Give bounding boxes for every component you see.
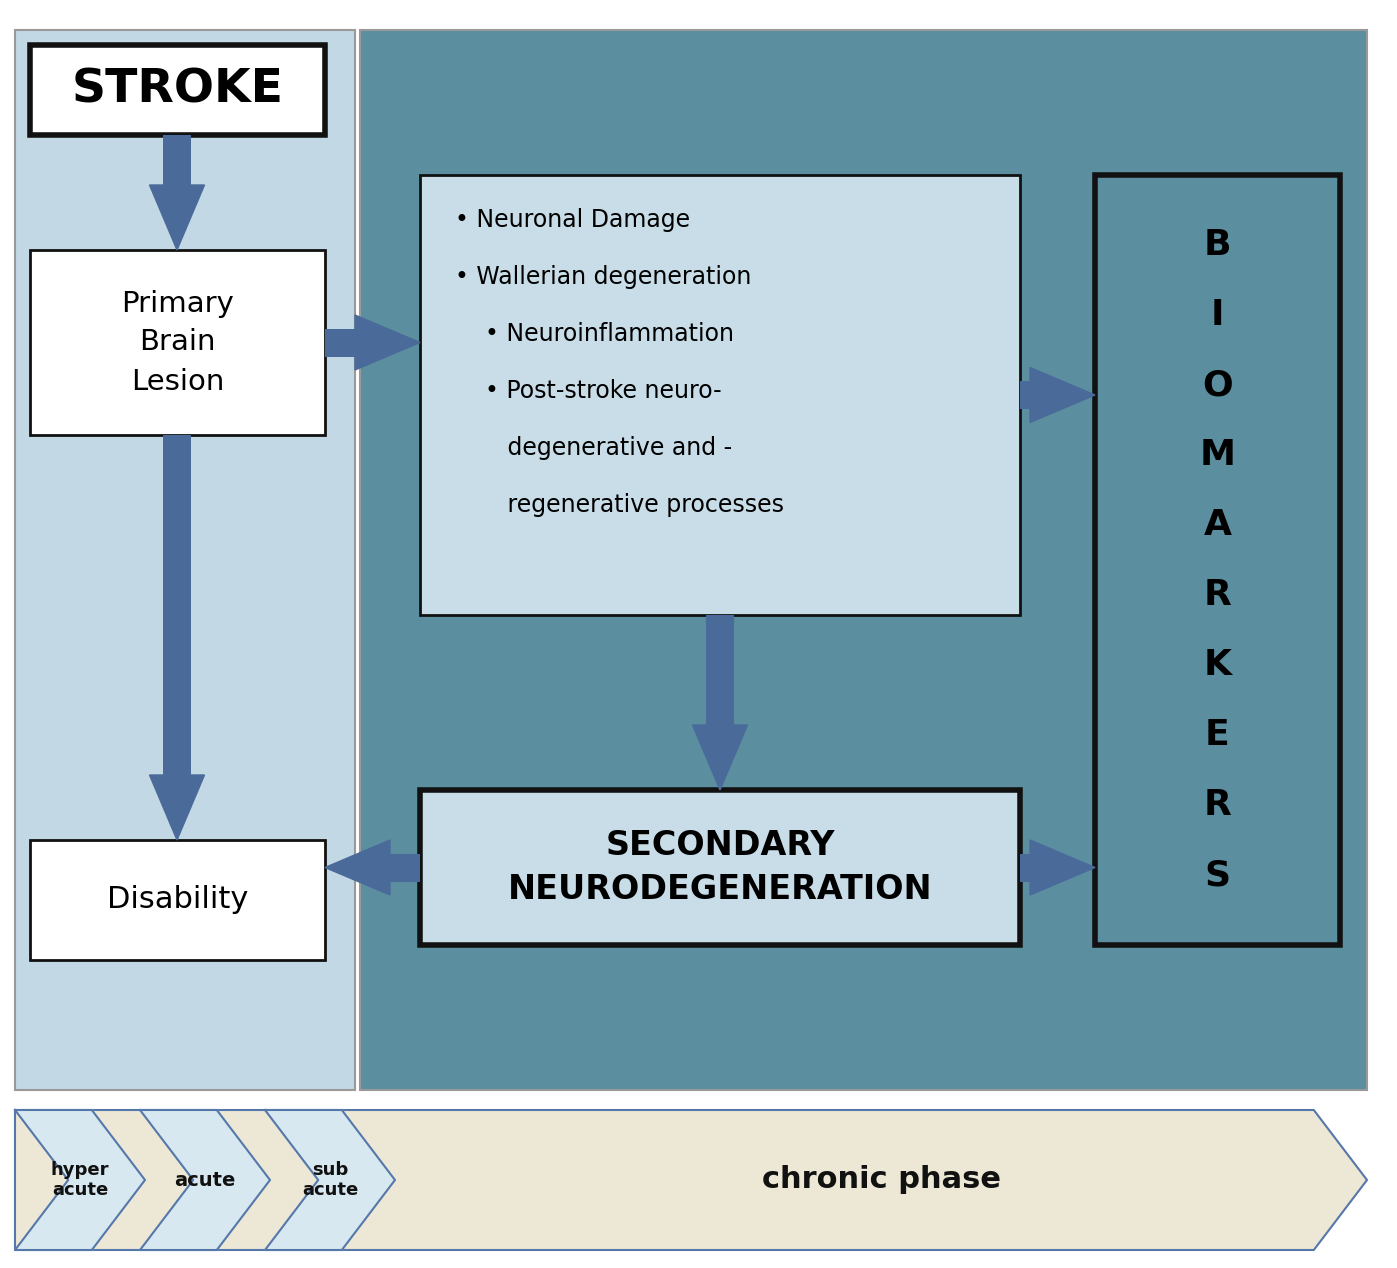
Bar	[705, 615, 733, 725]
Bar	[29, 44, 326, 134]
Polygon shape	[693, 725, 747, 790]
Bar	[390, 853, 420, 881]
Text: • Neuronal Damage: • Neuronal Damage	[455, 208, 690, 232]
Polygon shape	[326, 839, 390, 895]
Polygon shape	[1030, 368, 1095, 422]
Polygon shape	[140, 1110, 270, 1250]
Bar	[29, 250, 326, 435]
Bar	[15, 30, 355, 1090]
Bar	[420, 790, 1020, 945]
Text: STROKE: STROKE	[71, 67, 284, 113]
Bar	[163, 134, 191, 185]
Bar	[420, 175, 1020, 615]
Text: • Wallerian degeneration: • Wallerian degeneration	[455, 265, 752, 289]
Text: acute: acute	[175, 1170, 236, 1189]
Text: M: M	[1200, 437, 1235, 472]
Polygon shape	[149, 185, 204, 250]
Bar	[29, 839, 326, 960]
Text: A: A	[1203, 508, 1232, 541]
Bar	[1020, 853, 1030, 881]
Bar	[1020, 380, 1030, 410]
Text: R: R	[1204, 578, 1231, 612]
Text: O: O	[1203, 368, 1234, 402]
Polygon shape	[1030, 839, 1095, 895]
Text: Primary
Brain
Lesion: Primary Brain Lesion	[122, 289, 233, 396]
Text: S: S	[1204, 858, 1231, 891]
Text: hyper
acute: hyper acute	[50, 1160, 109, 1200]
Bar	[360, 30, 1368, 1090]
Bar	[1095, 175, 1340, 945]
Text: B: B	[1204, 228, 1231, 262]
Text: E: E	[1206, 718, 1229, 752]
Bar	[163, 435, 191, 775]
Text: K: K	[1203, 648, 1232, 682]
Polygon shape	[265, 1110, 395, 1250]
Polygon shape	[355, 314, 420, 370]
Text: • Neuroinflammation: • Neuroinflammation	[455, 322, 733, 346]
Text: degenerative and -: degenerative and -	[455, 436, 732, 460]
Bar	[326, 328, 355, 356]
Text: chronic phase: chronic phase	[761, 1165, 1000, 1194]
Text: R: R	[1204, 787, 1231, 822]
Text: sub
acute: sub acute	[302, 1160, 358, 1200]
Polygon shape	[149, 775, 204, 839]
Polygon shape	[15, 1110, 1368, 1250]
Text: regenerative processes: regenerative processes	[455, 493, 784, 517]
Text: • Post-stroke neuro-: • Post-stroke neuro-	[455, 379, 722, 403]
Polygon shape	[15, 1110, 145, 1250]
Text: I: I	[1211, 298, 1224, 332]
Text: SECONDARY
NEURODEGENERATION: SECONDARY NEURODEGENERATION	[507, 829, 932, 905]
Text: Disability: Disability	[106, 885, 249, 914]
